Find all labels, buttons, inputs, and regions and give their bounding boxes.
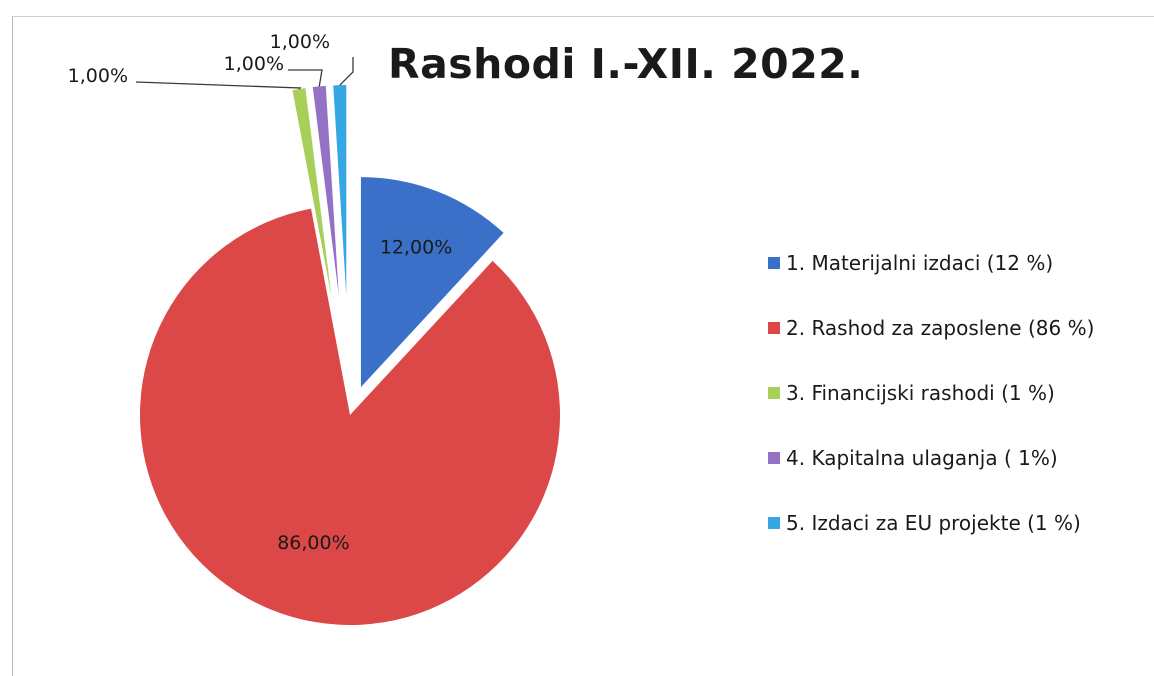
legend-swatch — [768, 322, 780, 334]
legend-swatch — [768, 257, 780, 269]
leader-line — [135, 81, 302, 90]
legend-item: 5. Izdaci za EU projekte (1 %) — [768, 503, 1094, 543]
data-label: 1,00% — [68, 65, 128, 87]
chart-legend: 1. Materijalni izdaci (12 %) 2. Rashod z… — [768, 243, 1094, 568]
legend-label: 2. Rashod za zaposlene (86 %) — [786, 316, 1095, 340]
chart-frame — [12, 16, 1154, 676]
pie-slice — [312, 85, 339, 296]
data-label: 1,00% — [270, 31, 330, 53]
legend-item: 2. Rashod za zaposlene (86 %) — [768, 308, 1094, 348]
data-label: 12,00% — [380, 236, 452, 258]
pie-slice — [360, 177, 504, 388]
legend-item: 4. Kapitalna ulaganja ( 1%) — [768, 438, 1094, 478]
legend-label: 5. Izdaci za EU projekte (1 %) — [786, 511, 1081, 535]
leader-line — [288, 69, 323, 87]
legend-label: 4. Kapitalna ulaganja ( 1%) — [786, 446, 1058, 470]
data-label: 1,00% — [224, 53, 284, 75]
legend-label: 1. Materijalni izdaci (12 %) — [786, 251, 1054, 275]
chart-title: Rashodi I.-XII. 2022. — [388, 40, 864, 88]
legend-item: 3. Financijski rashodi (1 %) — [768, 373, 1094, 413]
pie-slice — [333, 85, 347, 296]
pie-slice — [292, 88, 332, 297]
legend-swatch — [768, 387, 780, 399]
legend-swatch — [768, 517, 780, 529]
pie-slice — [140, 208, 560, 626]
legend-swatch — [768, 452, 780, 464]
data-label: 86,00% — [277, 532, 349, 554]
leader-line — [339, 57, 354, 86]
legend-label: 3. Financijski rashodi (1 %) — [786, 381, 1055, 405]
legend-item: 1. Materijalni izdaci (12 %) — [768, 243, 1094, 283]
